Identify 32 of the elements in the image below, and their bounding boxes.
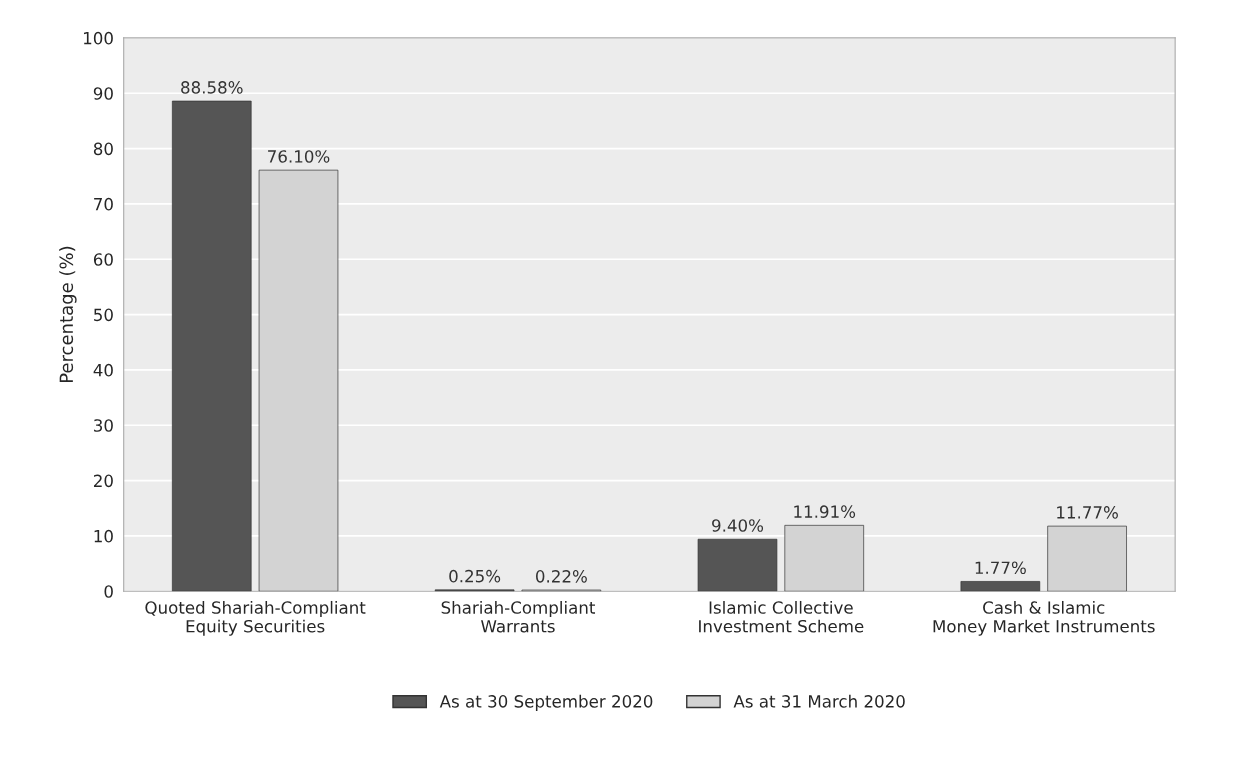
y-axis-title: Percentage (%) [59, 246, 77, 383]
bar [784, 524, 865, 592]
data-label: 0.25% [449, 569, 501, 583]
x-tick-label: Islamic Collective Investment Scheme [699, 600, 864, 633]
bar [1047, 525, 1127, 592]
y-tick-label: 30 [94, 419, 113, 432]
x-tick-label: Cash & Islamic Money Market Instruments [933, 600, 1155, 636]
y-tick-label: 0 [104, 585, 113, 598]
data-label: 9.40% [712, 519, 764, 532]
bar [697, 538, 778, 592]
data-label: 11.91% [794, 505, 856, 518]
y-tick-label: 80 [93, 142, 113, 156]
legend-label: As at 31 March 2020 [733, 694, 905, 708]
x-tick-label: Quoted Shariah-Compliant Equity Securities [145, 600, 366, 636]
bar [258, 169, 339, 592]
y-tick-label: 20 [93, 474, 113, 488]
x-tick-label: Shariah-Compliant Warrants [441, 600, 596, 633]
data-label: 76.10% [268, 150, 330, 163]
y-tick-label: 70 [94, 197, 113, 211]
data-label: 1.77% [975, 561, 1026, 575]
y-tick-label: 100 [84, 31, 113, 45]
y-tick-label: 60 [93, 253, 113, 266]
data-label: 88.58% [181, 81, 243, 94]
y-tick-label: 50 [94, 308, 113, 322]
bar [171, 100, 252, 592]
y-tick-label: 10 [94, 529, 113, 543]
data-label: 11.77% [1057, 506, 1118, 519]
y-tick-label: 90 [93, 87, 113, 100]
legend-label: As at 30 September 2020 [439, 694, 653, 711]
y-tick-label: 40 [93, 363, 113, 377]
bar [960, 581, 1041, 592]
data-label: 0.22% [535, 570, 587, 583]
